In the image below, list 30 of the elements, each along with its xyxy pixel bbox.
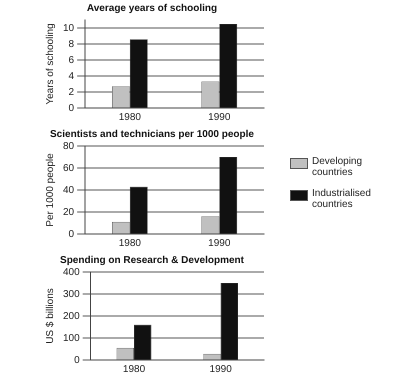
x-tick-label: 1980 xyxy=(122,364,146,375)
chart-title: Average years of schooling xyxy=(86,2,218,14)
x-tick-label: 1990 xyxy=(208,112,231,123)
y-tick-label: 0 xyxy=(68,228,75,240)
chart-title: Spending on Research & Development xyxy=(60,254,245,266)
y-tick-label: 2 xyxy=(68,86,75,98)
x-tick-label: 1990 xyxy=(210,364,232,375)
y-tick-label: 40 xyxy=(63,184,75,196)
x-tick-label: 1990 xyxy=(208,238,231,249)
y-tick-label: 60 xyxy=(63,162,75,174)
y-tick-label: 400 xyxy=(62,266,80,278)
y-tick-label: 100 xyxy=(62,332,80,344)
y-axis-title: US $ billions xyxy=(44,288,56,344)
y-tick-label: 0 xyxy=(74,354,80,366)
y-tick-label: 6 xyxy=(68,54,75,66)
x-tick-label: 1980 xyxy=(118,238,142,249)
y-tick-label: 0 xyxy=(68,102,75,114)
legend-label: Developing countries xyxy=(312,156,364,178)
y-axis-title: Years of schooling xyxy=(44,23,56,105)
y-tick-label: 10 xyxy=(63,22,75,34)
y-tick-label: 200 xyxy=(62,310,80,322)
y-tick-label: 300 xyxy=(62,288,80,300)
y-tick-label: 80 xyxy=(63,140,75,152)
x-tick-label: 1980 xyxy=(118,112,142,123)
y-tick-label: 20 xyxy=(63,206,75,218)
legend-label: Industrialised countries xyxy=(312,188,372,210)
y-tick-label: 8 xyxy=(68,38,75,50)
chart-title: Scientists and technicians per 1000 people xyxy=(50,128,254,140)
y-tick-label: 4 xyxy=(68,70,75,82)
y-axis-title: Per 1000 people xyxy=(44,152,56,227)
